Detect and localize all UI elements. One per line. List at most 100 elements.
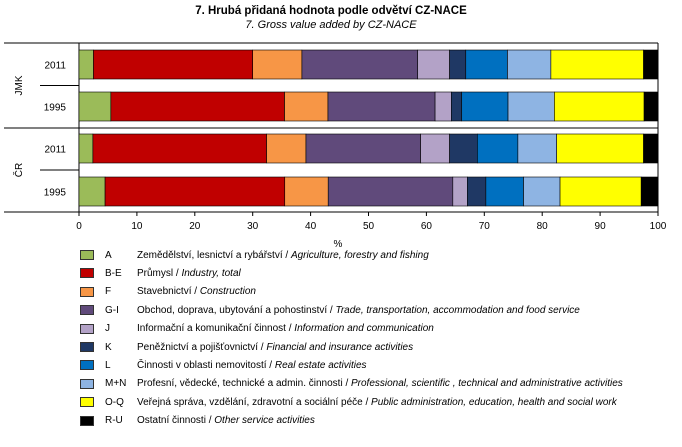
legend-swatch <box>80 397 94 408</box>
legend-label-cz: Průmysl / <box>137 267 182 279</box>
bar-segment <box>78 133 94 164</box>
x-tick-label: 50 <box>363 221 375 232</box>
bar-segment <box>554 91 645 122</box>
bar-segment <box>266 133 307 164</box>
x-tick-label: 70 <box>479 221 491 232</box>
legend-label-en: Real estate activities <box>274 359 367 371</box>
legend-item: J Informační a komunikační činnost / Info… <box>80 320 434 338</box>
legend-item: K Peněžnictví a pojišťovnictví / Financia… <box>80 338 413 356</box>
x-tick-label: 10 <box>131 221 143 232</box>
legend-swatch <box>80 415 94 426</box>
legend-swatch <box>80 323 94 334</box>
group-label: ČR <box>12 163 25 177</box>
group-label: JMK <box>14 75 25 95</box>
bar-segment <box>643 49 659 80</box>
legend-label-en: Information and communication <box>294 323 434 335</box>
legend-label-en: Other service activities <box>214 415 315 427</box>
x-tick-label: 100 <box>650 221 667 232</box>
legend-label-cz: Činnosti v oblasti nemovitostí / <box>137 359 275 371</box>
legend-swatch <box>80 268 94 279</box>
legend-label: Veřejná správa, vzdělání, zdravotní a so… <box>137 397 617 408</box>
legend-label-en: Trade, transportation, accommodation and… <box>335 304 580 316</box>
bar-segment <box>550 49 644 80</box>
bar-segment <box>420 133 450 164</box>
bar-segment <box>449 133 478 164</box>
legend-label-cz: Ostatní činnosti / <box>137 415 215 427</box>
bar-segment <box>78 49 94 80</box>
legend-swatch <box>80 360 94 371</box>
bar-segment <box>450 91 463 122</box>
legend-label-cz: Obchod, doprava, ubytování a pohostinstv… <box>137 304 336 316</box>
legend-label: Obchod, doprava, ubytování a pohostinstv… <box>137 305 580 316</box>
bar-segment <box>559 176 642 207</box>
bar-segment <box>284 91 329 122</box>
bar-segment <box>78 91 112 122</box>
bar-segment <box>284 176 329 207</box>
legend-swatch <box>80 342 94 352</box>
legend-code: J <box>105 323 110 335</box>
legend-item: A Zemědělství, lesnictví a rybářství / Ag… <box>80 246 429 264</box>
legend-label-en: Professional, scientific , technical and… <box>351 378 623 390</box>
legend-label: Informační a komunikační činnost / Infor… <box>137 323 434 334</box>
legend-item: G-I Obchod, doprava, ubytování a pohostin… <box>80 301 580 319</box>
legend-code: F <box>105 286 112 298</box>
legend-code: A <box>105 249 112 261</box>
legend-item: R-U Ostatní činnosti / Other service acti… <box>80 412 315 430</box>
x-tick-label: 90 <box>595 221 607 232</box>
legend-label: Peněžnictví a pojišťovnictví / Financial… <box>137 342 413 353</box>
legend-label-cz: Profesní, vědecké, technické a admin. či… <box>137 378 351 390</box>
legend-code: R-U <box>105 415 123 427</box>
legend-label-cz: Peněžnictví a pojišťovnictví / <box>137 341 267 353</box>
bar-segment <box>517 133 557 164</box>
bar-segment <box>434 91 452 122</box>
category-axis: 2011 1995 2011 1995 JMK ČR <box>12 61 66 199</box>
legend-swatch <box>80 378 94 389</box>
chart-subtitle: 7. Gross value added by CZ-NACE <box>245 19 417 31</box>
bar-segment <box>452 176 468 207</box>
legend-item: O-Q Veřejná správa, vzdělání, zdravotní a… <box>80 393 617 411</box>
legend-label-cz: Veřejná správa, vzdělání, zdravotní a so… <box>137 396 372 408</box>
bar-segment <box>327 176 454 207</box>
category-label: 1995 <box>44 103 67 114</box>
bar-segment <box>252 49 303 80</box>
x-axis-label: % <box>334 239 343 250</box>
legend-code: O-Q <box>105 396 124 408</box>
legend-swatch <box>80 305 94 316</box>
bar-segment <box>507 49 552 80</box>
legend-code: G-I <box>105 304 119 316</box>
legend-label-en: Industry, total <box>181 267 241 279</box>
legend-label-en: Agriculture, forestry and fishing <box>290 249 429 261</box>
bar-segment <box>92 133 267 164</box>
bar-segment <box>301 49 419 80</box>
legend-label-cz: Zemědělství, lesnictví a rybářství / <box>137 249 291 261</box>
legend-label-en: Public administration, education, health… <box>371 396 617 408</box>
legend-label-en: Financial and insurance activities <box>266 341 414 353</box>
bar-segment <box>461 91 509 122</box>
legend-label: Stavebnictví / Construction <box>137 286 256 297</box>
bar-segment <box>104 176 286 207</box>
bar-segment <box>643 133 659 164</box>
bar-segment <box>643 91 659 122</box>
legend-code: B-E <box>105 267 122 279</box>
x-tick-label: 80 <box>537 221 549 232</box>
bar-segment <box>110 91 285 122</box>
legend-label: Profesní, vědecké, technické a admin. či… <box>137 378 623 389</box>
x-tick-label: 20 <box>189 221 201 232</box>
x-tick-label: 40 <box>305 221 317 232</box>
bar-segment <box>449 49 467 80</box>
bar-segment <box>78 176 106 207</box>
bar-segment <box>467 176 487 207</box>
bar-segment <box>327 91 436 122</box>
bar-segment <box>477 133 519 164</box>
bar-segment <box>556 133 644 164</box>
bar-segment <box>523 176 561 207</box>
bar-segment <box>465 49 508 80</box>
legend-label: Zemědělství, lesnictví a rybářství / Agr… <box>137 250 429 261</box>
bar-segment <box>417 49 450 80</box>
bar-segment <box>93 49 254 80</box>
x-axis: 0 10 20 30 40 50 60 70 80 90 100 <box>76 212 667 232</box>
legend-label-cz: Informační a komunikační činnost / <box>137 323 295 335</box>
legend-label-cz: Stavebnictví / <box>137 286 200 298</box>
x-tick-label: 60 <box>421 221 433 232</box>
